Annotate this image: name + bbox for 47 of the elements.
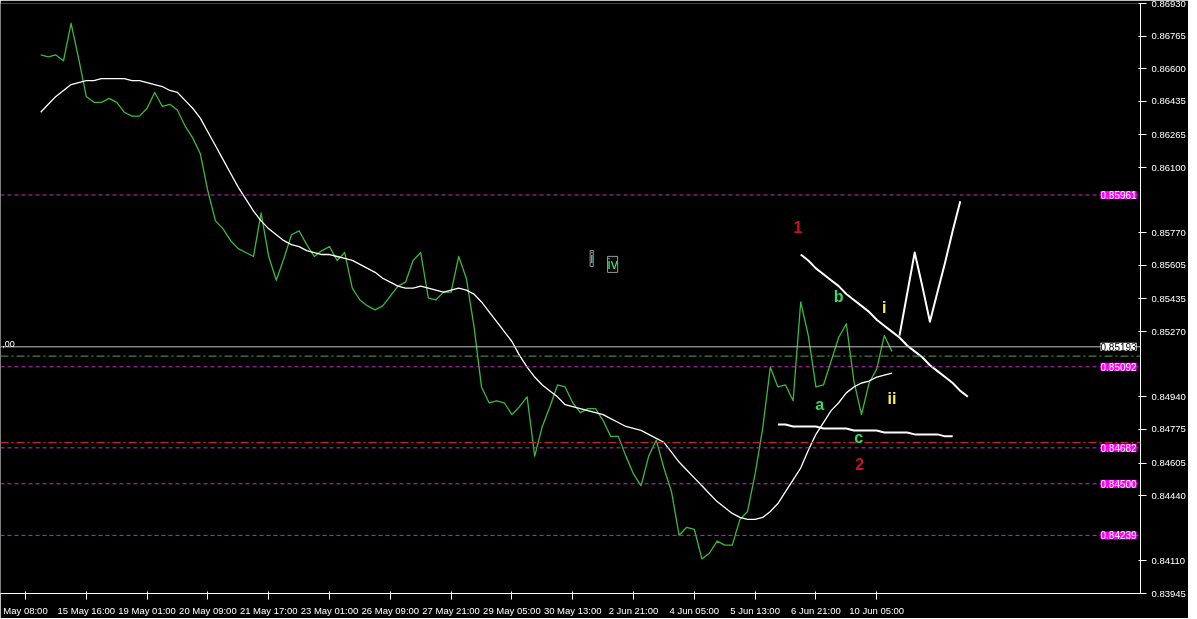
y-tick-label: 0.84940	[1151, 390, 1186, 402]
y-tick-label: 0.84605	[1151, 457, 1186, 469]
x-tick-label: 15 May 16:00	[57, 604, 116, 616]
y-tick-label: 0.86765	[1151, 30, 1186, 42]
annotation: 1	[793, 218, 803, 236]
annotation: c	[854, 428, 864, 446]
y-tick-label: 0.83945	[1151, 587, 1186, 599]
ref-line-label: 0.84239	[1100, 530, 1138, 542]
x-tick-label: 30 May 13:00	[543, 604, 602, 616]
annotation: 2	[855, 456, 865, 474]
y-tick-label: 0.84775	[1151, 423, 1186, 435]
annotation: i	[590, 250, 594, 267]
x-tick-label: 23 May 01:00	[300, 604, 359, 616]
x-tick-label: 26 May 09:00	[361, 604, 420, 616]
y-tick-label: 0.86600	[1151, 62, 1186, 74]
annotation: iv	[607, 256, 618, 273]
y-tick-label: 0.85605	[1151, 259, 1186, 271]
y-tick-label: 0.86435	[1151, 95, 1186, 107]
x-tick-label: 27 May 21:00	[422, 604, 480, 616]
annotation: b	[833, 287, 844, 305]
x-tick-label: 4 Jun 05:00	[669, 604, 720, 616]
x-tick-label: 21 May 17:00	[239, 604, 298, 616]
y-tick-label: 0.86100	[1151, 161, 1186, 173]
x-tick-label: 19 May 01:00	[118, 604, 176, 616]
annotation: i	[882, 299, 887, 317]
y-tick-label: 0.86265	[1151, 128, 1186, 140]
x-tick-label: 2 Jun 21:00	[608, 604, 659, 616]
ref-line-label: 0.85193	[1100, 341, 1138, 353]
y-tick-label: 0.85270	[1151, 325, 1186, 337]
ref-line-label: 0.84682	[1100, 442, 1138, 454]
annotation: ii	[887, 390, 897, 408]
y-tick-label: 0.85770	[1151, 226, 1186, 238]
y-tick-label: 0.84440	[1151, 489, 1186, 501]
y-tick-label: 0.85435	[1151, 292, 1186, 304]
ref-line-label: 0.84500	[1100, 478, 1138, 490]
x-tick-label: 29 May 05:00	[483, 604, 541, 616]
x-tick-label: 20 May 09:00	[179, 604, 237, 616]
x-tick-label: 5 Jun 13:00	[730, 604, 780, 616]
y-tick-label: 0.84110	[1151, 554, 1186, 566]
x-tick-label: May 08:00	[3, 604, 48, 616]
x-tick-label: 10 Jun 05:00	[849, 604, 905, 616]
ref-line-label: 0.85092	[1100, 361, 1138, 373]
x-tick-label: 6 Jun 21:00	[791, 604, 841, 616]
ref-line-label: 0.85961	[1100, 190, 1138, 202]
annotation: a	[815, 396, 825, 414]
y-tick-label: 0.86930	[1151, 0, 1186, 9]
text: ,00	[2, 339, 15, 350]
